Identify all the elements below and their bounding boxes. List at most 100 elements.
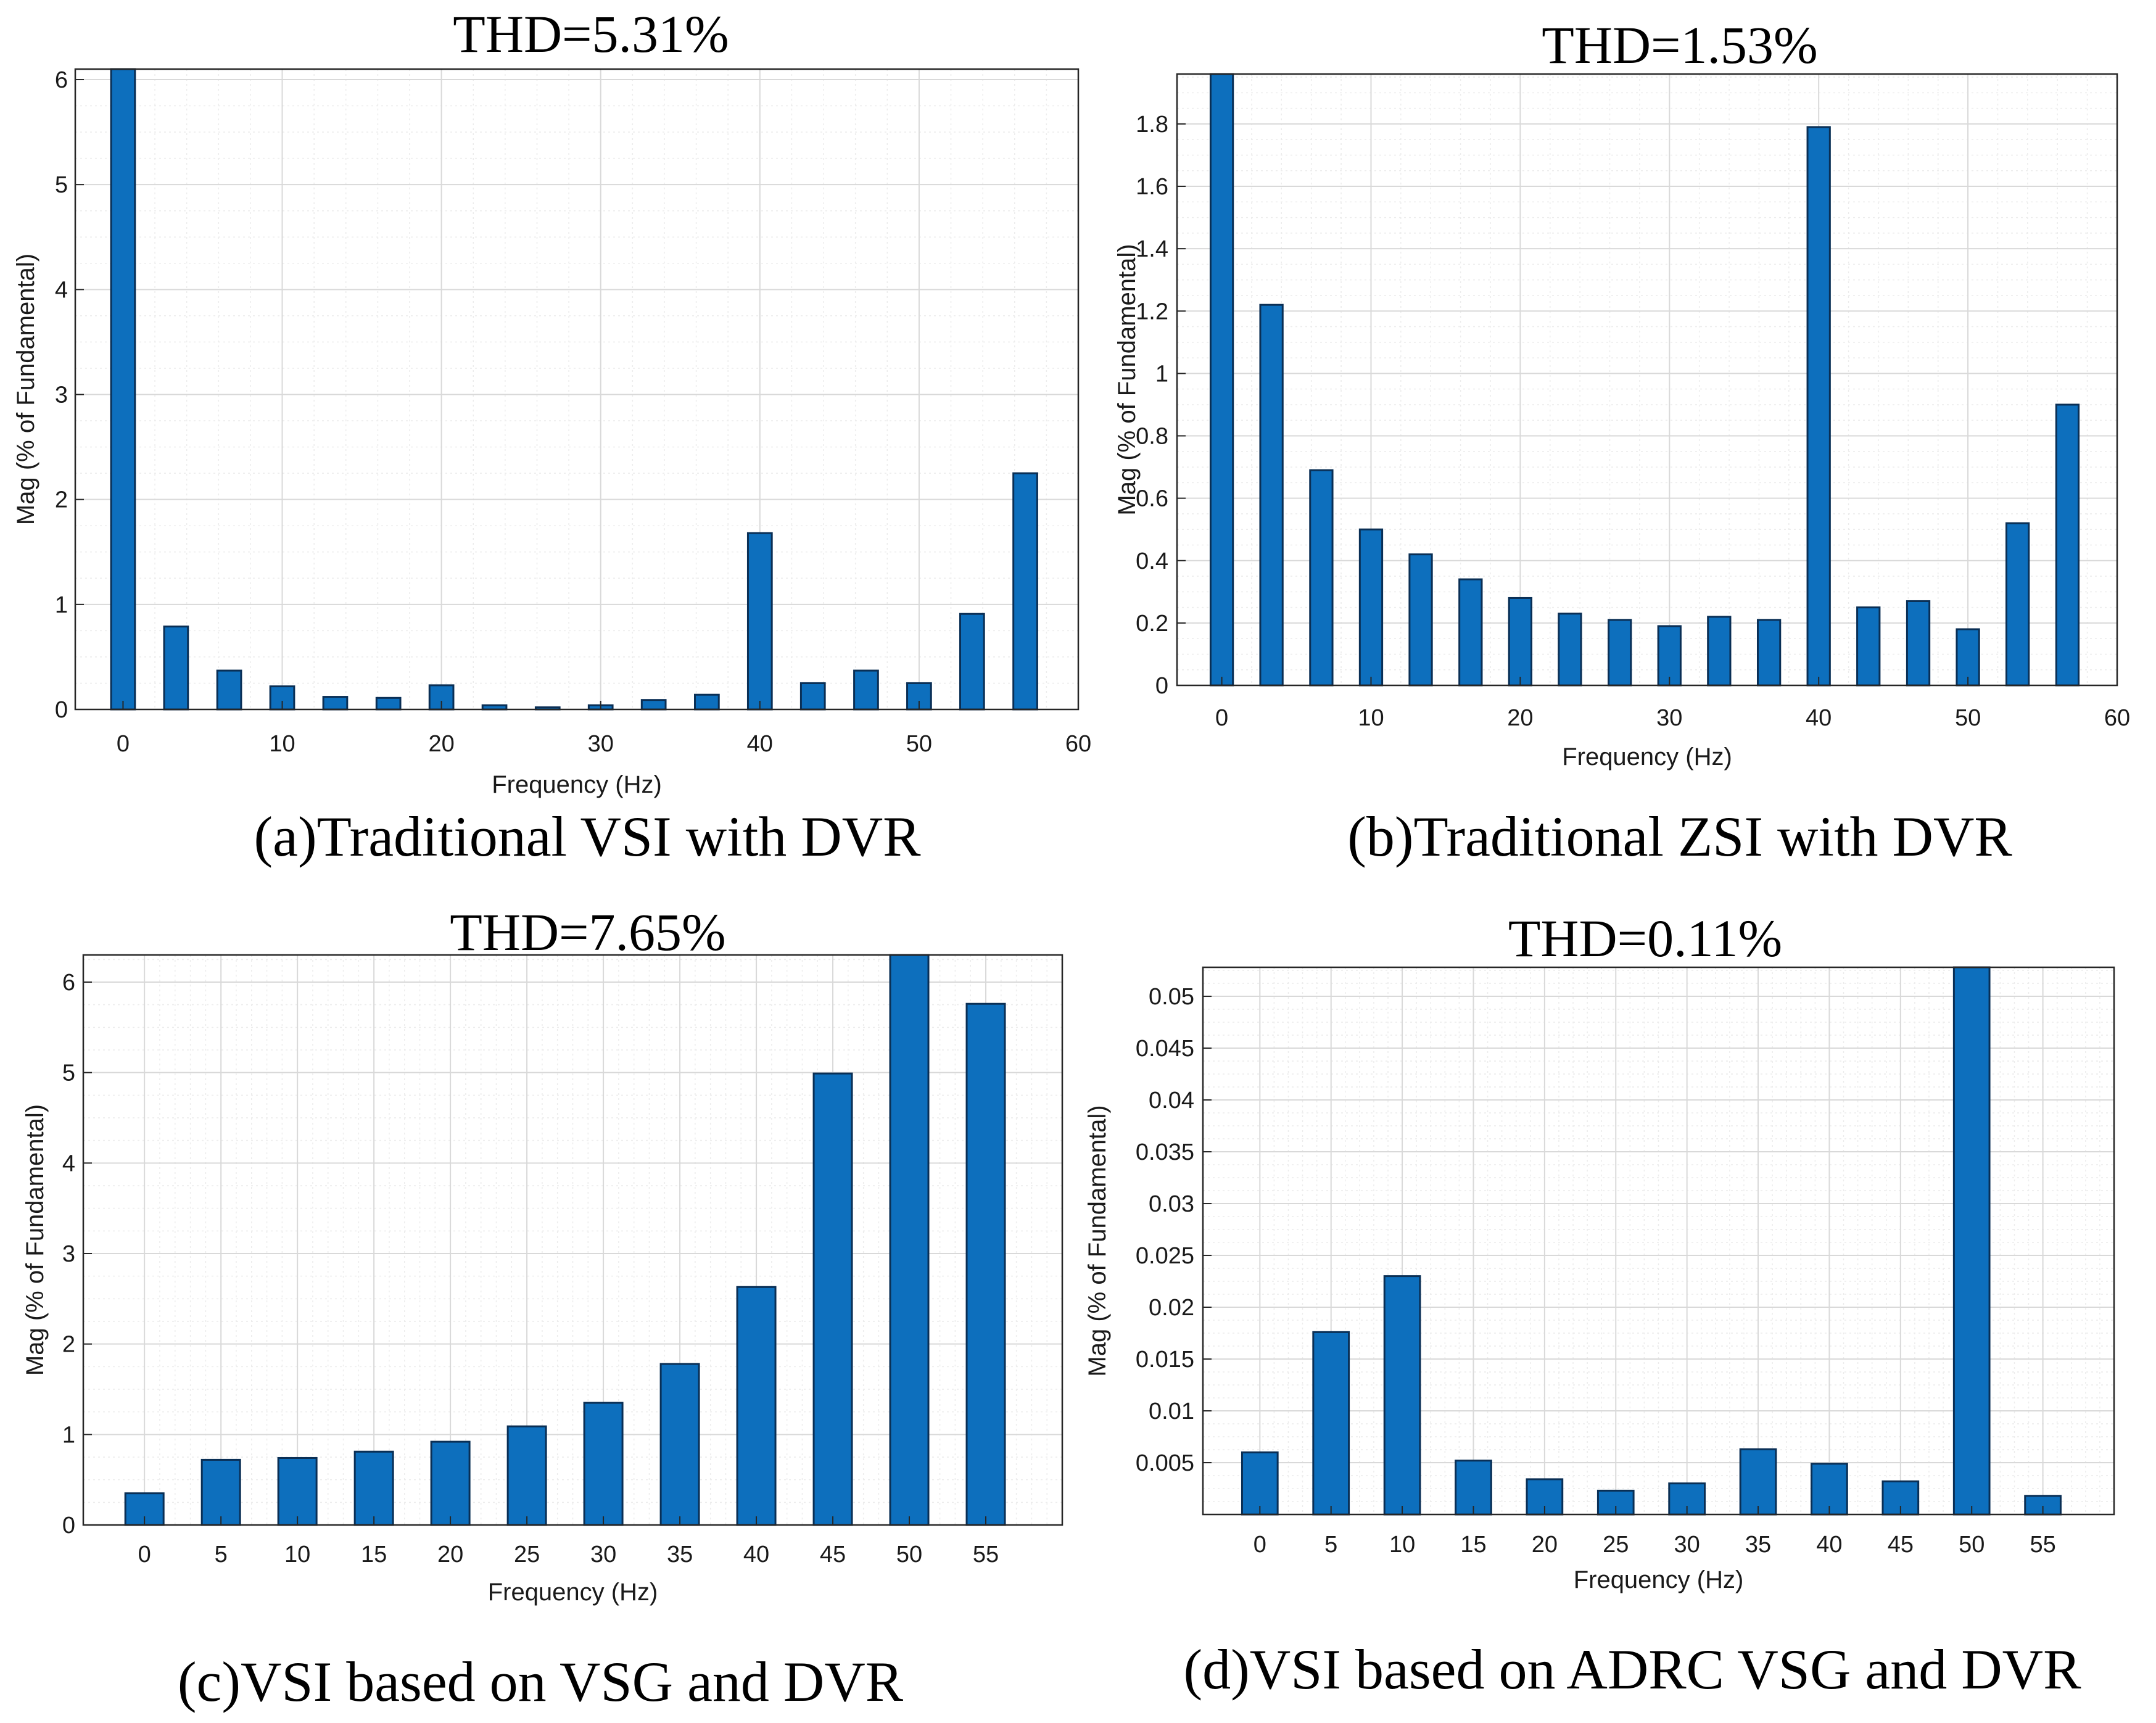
panel-d-bar-0 — [1241, 1451, 1279, 1516]
panel-c-x-tick-label: 30 — [590, 1542, 616, 1568]
panel-a-x-axis-label: Frequency (Hz) — [492, 771, 662, 798]
axes-box — [82, 954, 1064, 1526]
panel-c-y-tick-label: 6 — [62, 970, 75, 996]
panel-d-x-tick-label: 15 — [1460, 1532, 1486, 1558]
panel-b-y-tick-label: 0.8 — [1136, 424, 1168, 450]
panel-b-y-tick-label: 1.6 — [1136, 174, 1168, 200]
panel-d-y-tick-label: 0.04 — [1149, 1088, 1194, 1114]
panel-d-bar-1 — [1312, 1331, 1350, 1516]
panel-c-y-tick-label: 3 — [62, 1241, 75, 1267]
panel-b-x-tick-label: 20 — [1507, 705, 1533, 731]
panel-b-bar-7 — [1558, 613, 1582, 687]
axes-box — [1202, 966, 2115, 1516]
panel-b-x-axis-label: Frequency (Hz) — [1562, 743, 1732, 771]
plot-area — [1177, 74, 2117, 685]
panel-b-bar-17 — [2055, 403, 2080, 687]
panel-a-x-tick-label: 60 — [1065, 731, 1091, 757]
panel-d-y-tick-label: 0.025 — [1136, 1243, 1194, 1269]
panel-d-y-tick-label: 0.005 — [1136, 1450, 1194, 1476]
panel-d-x-tick-label: 25 — [1603, 1532, 1629, 1558]
panel-b-bar-13 — [1856, 606, 1881, 687]
panel-a-bar-2 — [216, 669, 242, 711]
panel-b-bar-14 — [1906, 600, 1931, 687]
panel-d-x-tick-label: 10 — [1389, 1532, 1415, 1558]
panel-d-x-tick-label: 50 — [1959, 1532, 1985, 1558]
panel-c-bar-9 — [812, 1072, 853, 1526]
panel-d-y-tick-label: 0.05 — [1149, 984, 1194, 1010]
panel-d-y-tick-label: 0.015 — [1136, 1347, 1194, 1373]
panel-b-y-tick-label: 1 — [1155, 361, 1168, 387]
panel-d-y-tick-label: 0.01 — [1149, 1399, 1194, 1424]
panel-a-x-tick-label: 30 — [588, 731, 614, 757]
panel-c-y-tick-label: 4 — [62, 1151, 75, 1176]
panel-d-x-tick-label: 30 — [1674, 1532, 1700, 1558]
panel-b-x-tick-label: 50 — [1955, 705, 1981, 731]
panel-a-bar-16 — [959, 613, 985, 711]
panel-d-thd-title: THD=0.11% — [1508, 909, 1783, 968]
panel-a-y-tick-label: 6 — [55, 67, 68, 93]
panel-c-bar-4 — [430, 1440, 471, 1526]
panel-b-y-tick-label: 0.6 — [1136, 486, 1168, 512]
panel-d-bar-10 — [1952, 966, 1991, 1516]
panel-c-x-tick-label: 50 — [896, 1542, 922, 1568]
panel-a-y-tick-label: 2 — [55, 487, 68, 513]
panel-c-bar-10 — [889, 954, 930, 1526]
panel-c-x-axis-label: Frequency (Hz) — [488, 1579, 658, 1606]
panel-c-bar-3 — [353, 1450, 394, 1526]
panel-b-bar-12 — [1806, 126, 1831, 687]
panel-c-thd-title: THD=7.65% — [450, 903, 726, 962]
panel-d-y-tick-label: 0.03 — [1149, 1191, 1194, 1217]
panel-d-y-tick-label: 0.035 — [1136, 1139, 1194, 1165]
panel-b-y-tick-label: 0.2 — [1136, 611, 1168, 637]
panel-b-bar-3 — [1358, 528, 1384, 687]
panel-b-thd-title: THD=1.53% — [1542, 15, 1818, 75]
panel-c-y-tick-label: 2 — [62, 1332, 75, 1358]
panel-c-x-tick-label: 55 — [973, 1542, 999, 1568]
panel-c-bar-11 — [965, 1002, 1006, 1526]
panel-a-bar-0 — [110, 68, 136, 711]
panel-d-x-tick-label: 0 — [1254, 1532, 1266, 1558]
panel-c-x-tick-label: 45 — [820, 1542, 846, 1568]
panel-c-bar-6 — [583, 1402, 624, 1526]
panel-b-y-tick-label: 1.8 — [1136, 112, 1168, 138]
panel-a-bar-12 — [746, 532, 773, 711]
panel-b-y-tick-label: 0 — [1155, 673, 1168, 699]
panel-b-x-tick-label: 30 — [1656, 705, 1682, 731]
panel-c-x-tick-label: 35 — [667, 1542, 693, 1568]
plot-area — [75, 69, 1078, 709]
panel-a-x-tick-label: 0 — [117, 731, 130, 757]
panel-c-y-tick-label: 1 — [62, 1422, 75, 1448]
panel-c-y-tick-label: 5 — [62, 1060, 75, 1086]
panel-d-x-tick-label: 35 — [1745, 1532, 1771, 1558]
panel-d-y-tick-label: 0.02 — [1149, 1295, 1194, 1321]
panel-a-x-tick-label: 40 — [747, 731, 773, 757]
panel-b-y-tick-label: 0.4 — [1136, 548, 1168, 574]
axes-box — [74, 68, 1080, 711]
panel-d-bar-2 — [1383, 1275, 1421, 1516]
panel-b-bar-5 — [1458, 578, 1483, 687]
panel-c-y-tick-label: 0 — [62, 1513, 75, 1539]
panel-b-bar-16 — [2005, 522, 2030, 687]
panel-a-bar-13 — [799, 682, 826, 711]
panel-b-bar-0 — [1209, 73, 1234, 687]
panel-b-x-tick-label: 10 — [1358, 705, 1384, 731]
panel-b-bar-8 — [1608, 619, 1632, 687]
panel-d-x-tick-label: 40 — [1816, 1532, 1842, 1558]
panel-c-y-axis-label: Mag (% of Fundamental) — [22, 1104, 49, 1376]
panel-c-x-tick-label: 15 — [361, 1542, 387, 1568]
panel-b-caption: (b)Traditional ZSI with DVR — [1347, 805, 2012, 868]
panel-b-bar-15 — [1956, 628, 1980, 687]
panel-c-x-tick-label: 40 — [743, 1542, 769, 1568]
panel-c-bar-8 — [736, 1286, 777, 1526]
panel-d-caption: (d)VSI based on ADRC VSG and DVR — [1183, 1638, 2081, 1701]
panel-c-bar-1 — [200, 1458, 241, 1526]
panel-b-x-tick-label: 60 — [2104, 705, 2130, 731]
panel-a-x-tick-label: 10 — [269, 731, 295, 757]
panel-d-bar-3 — [1455, 1460, 1492, 1516]
panel-a-bar-1 — [163, 626, 189, 711]
